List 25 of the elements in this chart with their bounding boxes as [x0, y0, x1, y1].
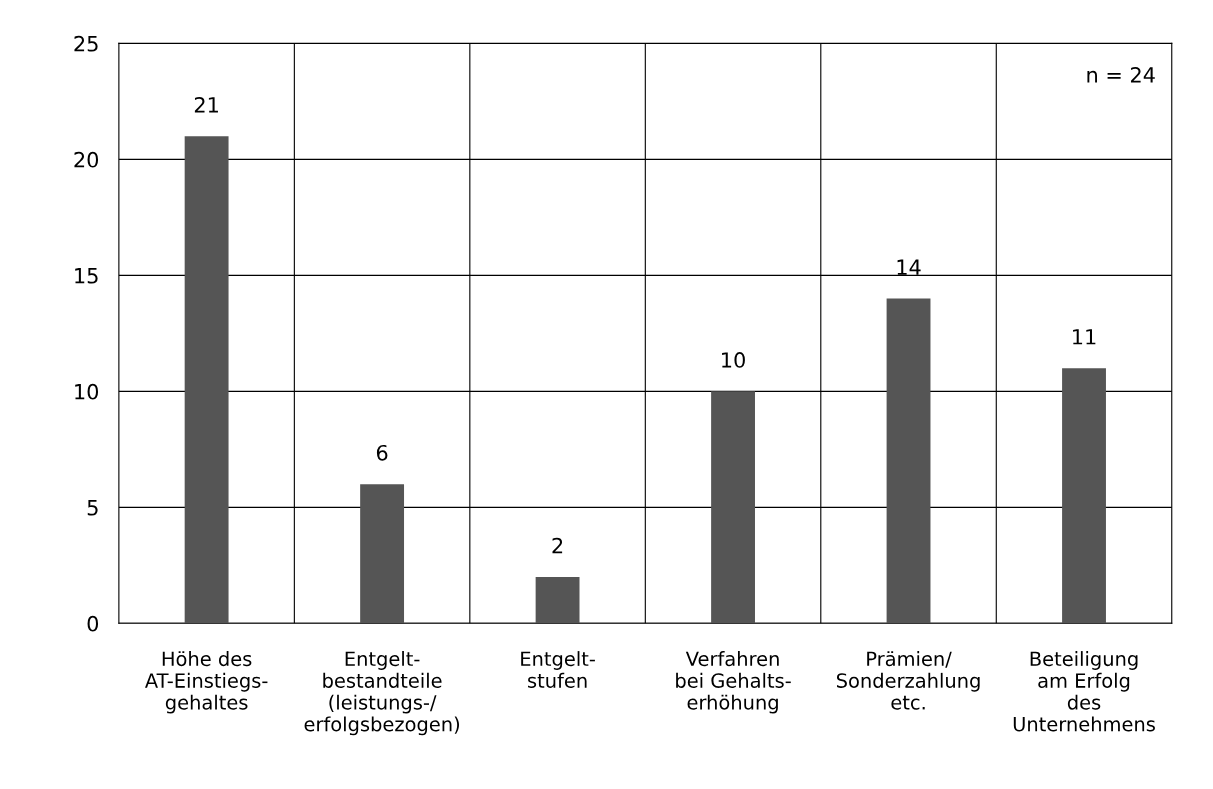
x-tick-label: Entgelt- bestandteile (leistungs-/ erfolgsbezogen)	[304, 651, 460, 736]
data-label: 21	[194, 96, 218, 113]
y-tick-label: 0	[87, 615, 99, 632]
x-tick-label: Beteiligung am Erfolg des Unternehmens	[1013, 651, 1155, 732]
y-tick-label: 5	[87, 500, 98, 516]
data-label: 11	[1073, 329, 1096, 345]
data-label: 2	[552, 537, 563, 554]
y-tick-label: 25	[74, 35, 98, 52]
data-label: 10	[722, 352, 745, 368]
bar	[535, 576, 580, 624]
bar	[184, 136, 229, 624]
y-tick-label: 10	[75, 383, 99, 400]
x-tick-label: Entgelt- stufen	[521, 651, 595, 688]
annotation: n = 24	[1087, 66, 1155, 83]
data-label: 14	[897, 259, 921, 275]
bar	[711, 391, 755, 624]
data-label: 6	[376, 444, 388, 461]
bar	[360, 484, 405, 624]
x-tick-label: Verfahren bei Gehalts- erhöhung	[676, 651, 791, 714]
y-tick-label: 20	[74, 151, 99, 168]
x-tick-label: Prämien/ Sonderzahlung etc.	[836, 651, 980, 710]
bar	[1062, 368, 1106, 624]
x-tick-label: Höhe des AT-Einstiegs- gehaltes	[145, 651, 268, 714]
y-tick-label: 15	[75, 268, 98, 284]
bar	[886, 298, 931, 624]
